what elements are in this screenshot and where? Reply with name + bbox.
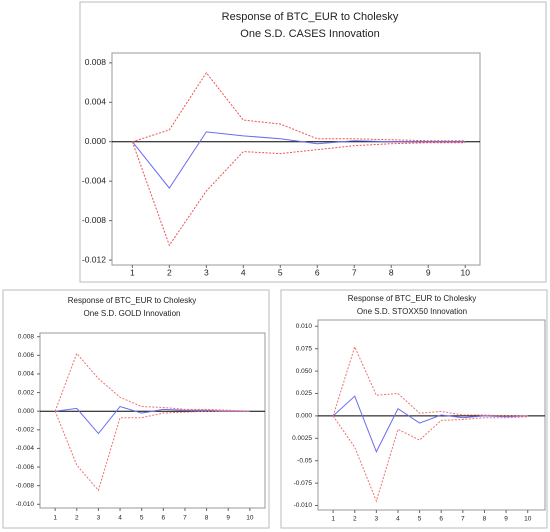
x-tick-label: 4	[396, 516, 400, 523]
x-tick-label: 5	[278, 267, 283, 277]
y-tick-label: -0.004	[16, 445, 35, 452]
x-tick-label: 3	[204, 267, 209, 277]
x-tick-label: 2	[353, 516, 357, 523]
y-tick-label: -0.010	[294, 502, 313, 509]
response-line	[54, 410, 250, 492]
x-tick-label: 7	[352, 267, 357, 277]
chart-title: Response of BTC_EUR to Cholesky	[222, 11, 399, 23]
x-tick-label: 2	[75, 515, 79, 522]
y-tick-label: 0.075	[296, 345, 313, 352]
x-tick-label: 1	[53, 515, 57, 522]
y-tick-label: -0.012	[82, 254, 106, 264]
y-tick-label: 0.008	[18, 333, 35, 340]
response-line	[131, 141, 466, 247]
y-tick-label: -0.008	[16, 482, 35, 489]
response-line	[332, 395, 528, 453]
chart-subtitle: One S.D. CASES Innovation	[240, 28, 379, 40]
y-tick-label: -0.006	[16, 464, 35, 471]
x-tick-label: 1	[130, 267, 135, 277]
x-tick-label: 10	[524, 516, 532, 523]
x-tick-label: 8	[389, 267, 394, 277]
y-tick-label: -0.008	[82, 215, 106, 225]
x-tick-label: 8	[483, 516, 487, 523]
y-tick-label: 0.050	[296, 368, 313, 375]
y-tick-label: 0.002	[18, 389, 35, 396]
plot-area	[39, 332, 266, 509]
plot-area	[317, 319, 546, 511]
x-tick-label: 10	[246, 515, 254, 522]
y-tick-label: -0.010	[16, 501, 35, 508]
y-tick-label: -0.075	[294, 480, 313, 487]
x-tick-label: 5	[418, 516, 422, 523]
x-tick-label: 3	[97, 515, 101, 522]
x-tick-label: 4	[241, 267, 246, 277]
x-tick-label: 6	[315, 267, 320, 277]
x-tick-label: 9	[426, 267, 431, 277]
x-tick-label: 5	[140, 515, 144, 522]
y-tick-label: 0.008	[85, 57, 107, 67]
x-tick-label: 9	[226, 515, 230, 522]
x-tick-label: 8	[205, 515, 209, 522]
chart-title: Response of BTC_EUR to Cholesky	[348, 294, 477, 303]
y-tick-label: 0.000	[296, 413, 313, 420]
y-tick-label: -0.002	[16, 427, 35, 434]
y-tick-label: 0.004	[85, 97, 107, 107]
x-tick-label: 1	[331, 516, 335, 523]
response-line	[332, 345, 528, 417]
x-tick-label: 7	[461, 516, 465, 523]
response-line	[55, 405, 250, 435]
plot-area	[111, 52, 481, 266]
y-tick-label: 0.000	[18, 408, 35, 415]
y-tick-label: 0.025	[296, 390, 313, 397]
response-line	[54, 352, 250, 412]
x-tick-label: 6	[439, 516, 443, 523]
x-tick-label: 7	[183, 515, 187, 522]
chart-subtitle: One S.D. GOLD Innovation	[84, 309, 181, 318]
y-tick-label: 0.010	[296, 323, 313, 330]
chart-subtitle: One S.D. STOXX50 Innovation	[357, 307, 467, 316]
response-line	[131, 131, 466, 189]
x-tick-label: 4	[118, 515, 122, 522]
x-tick-label: 3	[375, 516, 379, 523]
response-line	[332, 415, 528, 503]
y-tick-label: -0.004	[82, 175, 106, 185]
y-tick-label: -0.05	[297, 457, 312, 464]
y-tick-label: 0.000	[85, 136, 107, 146]
x-tick-label: 6	[162, 515, 166, 522]
response-line	[132, 71, 466, 143]
y-tick-label: 0.004	[18, 371, 35, 378]
y-tick-label: 0.0025	[292, 435, 312, 442]
y-tick-label: 0.006	[18, 352, 35, 359]
chart-title: Response of BTC_EUR to Cholesky	[68, 296, 197, 305]
x-tick-label: 2	[167, 267, 172, 277]
x-tick-label: 10	[460, 267, 470, 277]
x-tick-label: 9	[504, 516, 508, 523]
